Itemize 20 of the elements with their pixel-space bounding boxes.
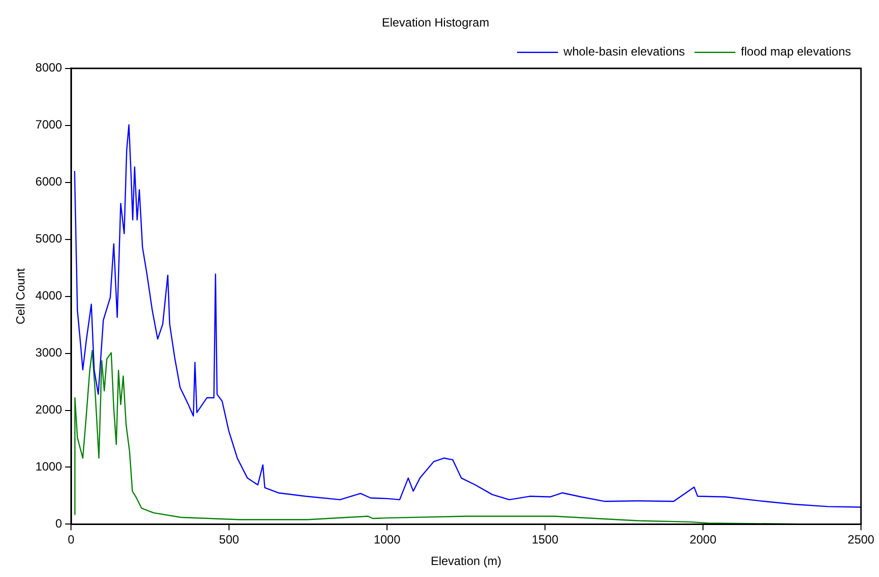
- legend-label: whole-basin elevations: [562, 44, 685, 59]
- y-axis-title: Cell Count: [14, 268, 28, 324]
- legend-label: flood map elevations: [740, 44, 852, 59]
- y-tick-label: 1000: [35, 460, 62, 474]
- y-tick-label: 3000: [35, 346, 62, 360]
- y-tick-label: 7000: [35, 118, 62, 132]
- x-tick-label: 1500: [532, 532, 559, 547]
- x-tick-label: 500: [219, 532, 240, 547]
- x-tick-label: 1000: [374, 532, 401, 547]
- y-tick-label: 0: [55, 516, 62, 531]
- x-tick-label: 2000: [690, 532, 717, 547]
- x-axis-title: Elevation (m): [430, 554, 502, 568]
- y-tick-label: 4000: [35, 288, 62, 303]
- y-tick-label: 5000: [35, 232, 62, 246]
- x-tick-label: 2500: [848, 532, 875, 547]
- y-tick-label: 8000: [35, 60, 62, 75]
- x-tick-label: 0: [68, 532, 75, 547]
- chart-title: Elevation Histogram: [382, 16, 490, 30]
- y-tick-label: 6000: [35, 174, 62, 189]
- y-tick-label: 2000: [35, 402, 62, 417]
